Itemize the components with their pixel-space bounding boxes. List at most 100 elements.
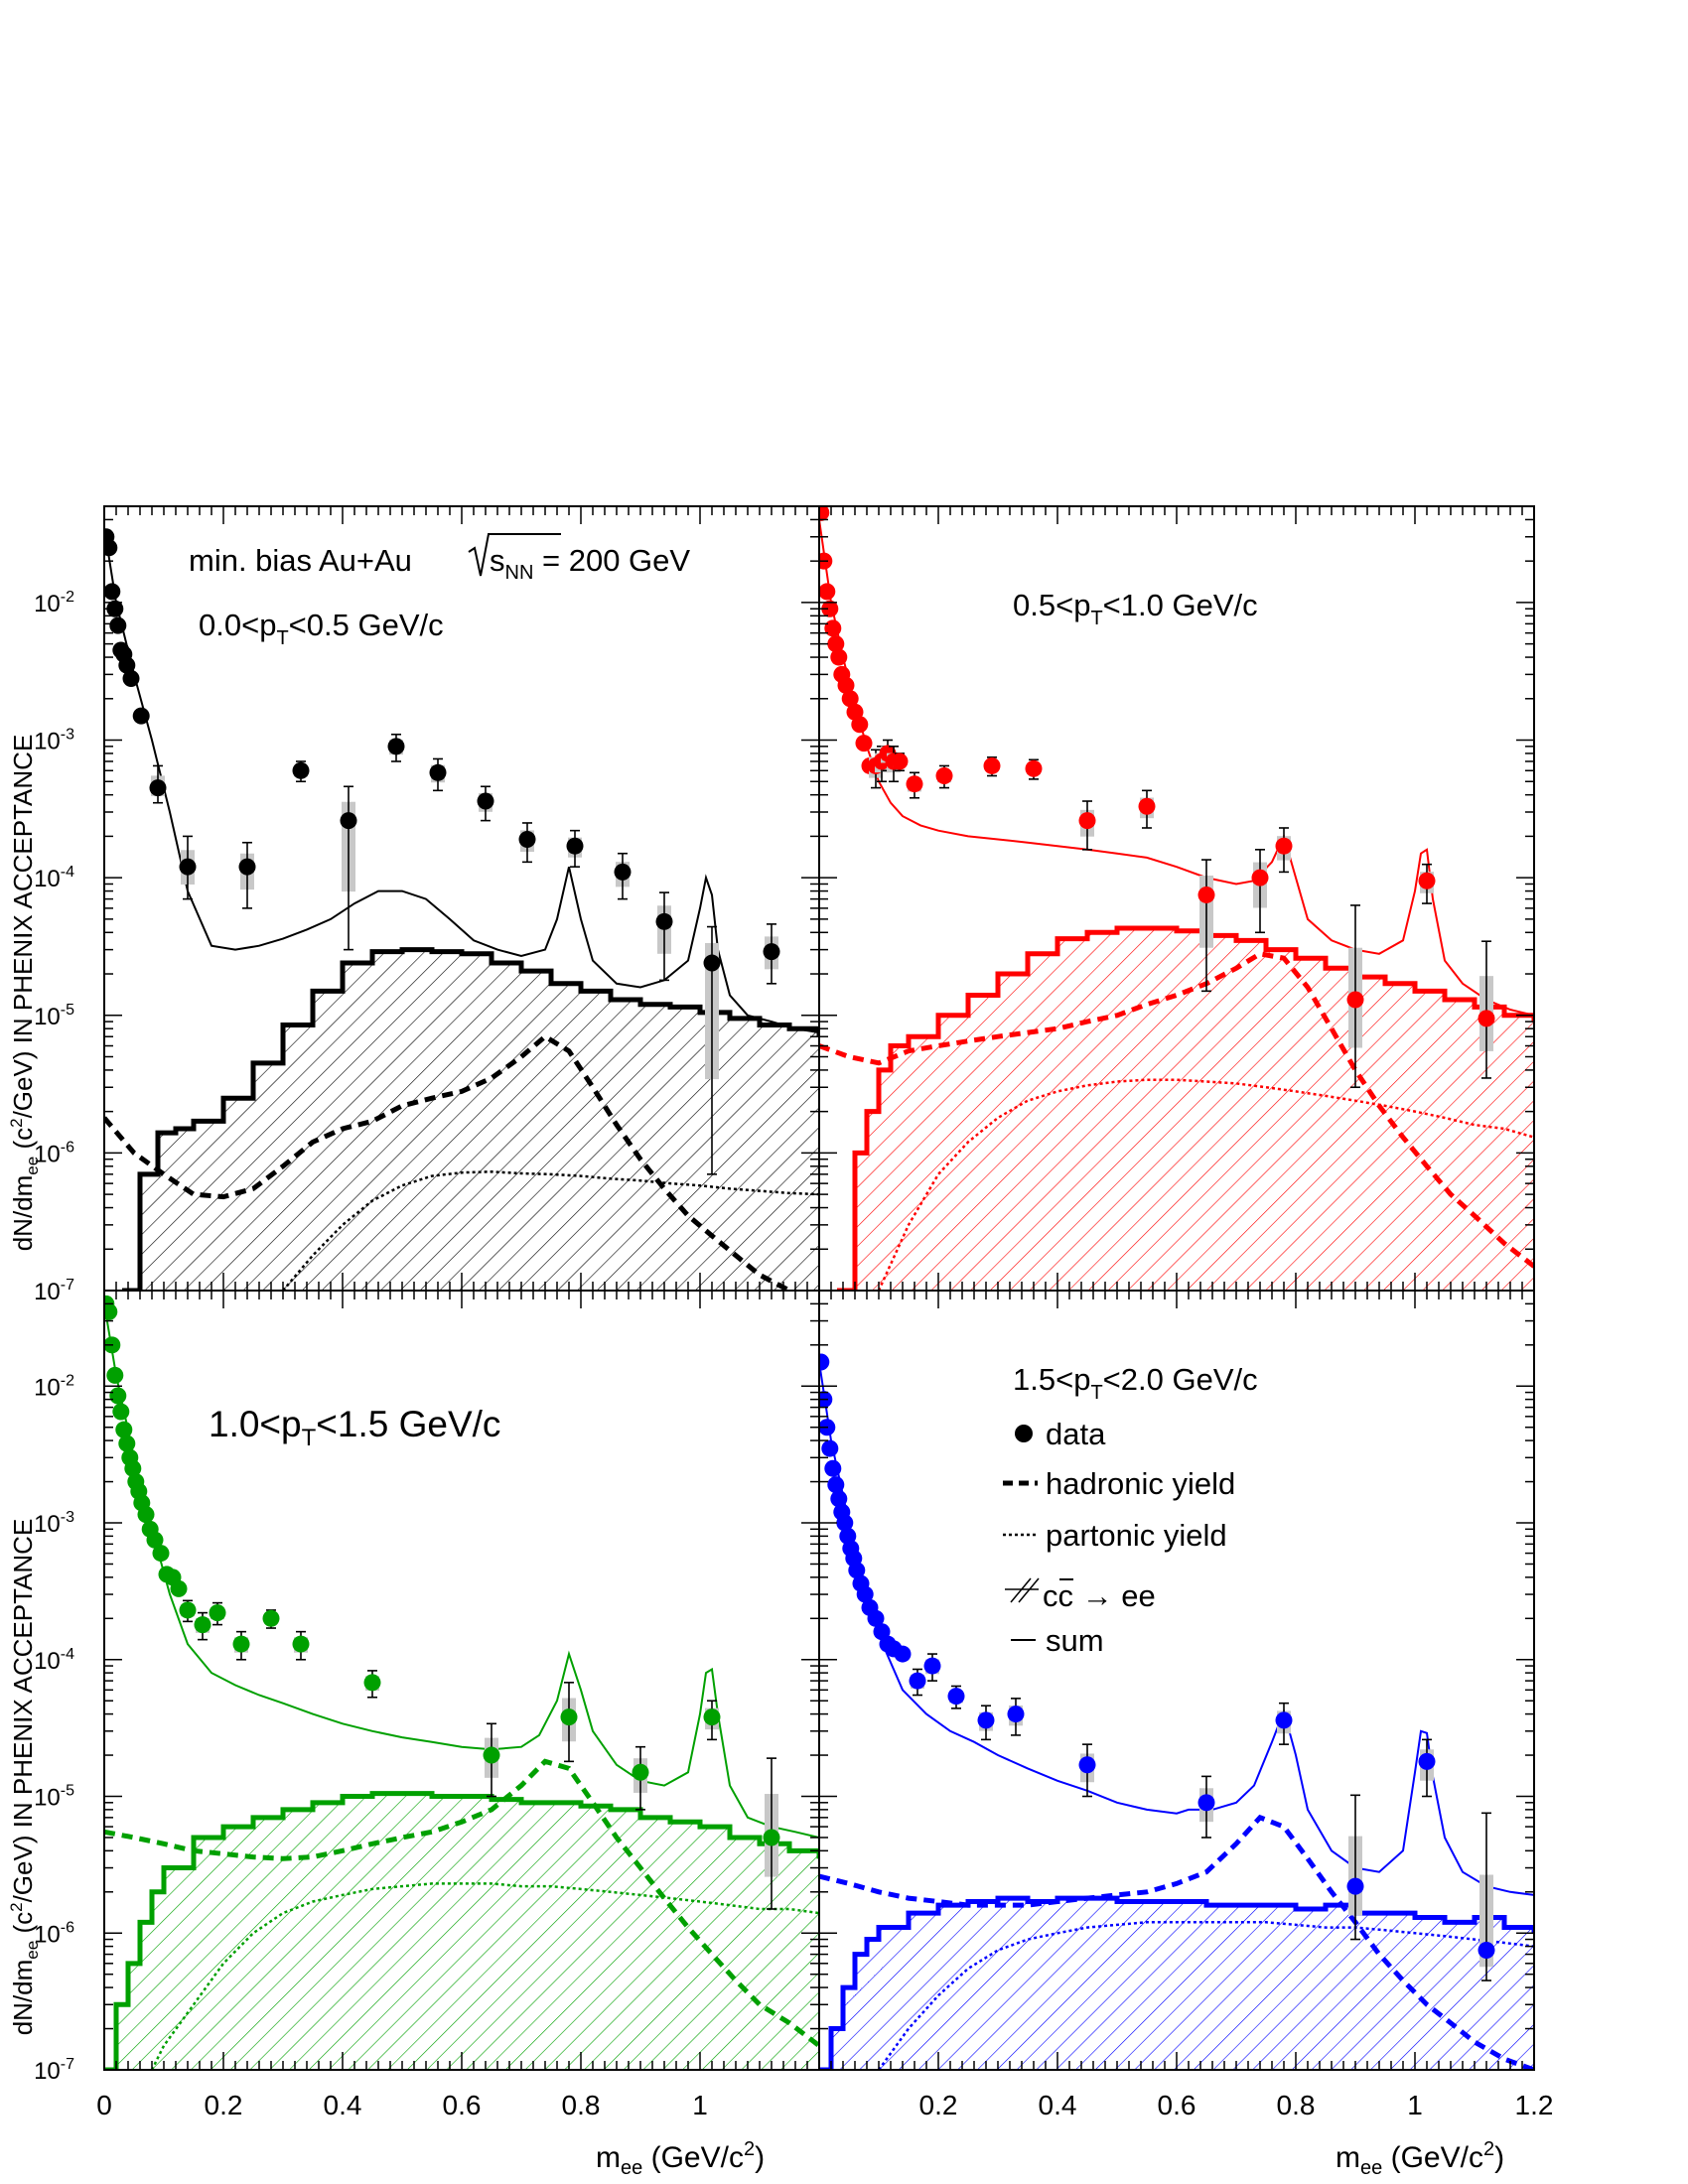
y-tick-label: 10-6	[34, 1919, 74, 1948]
data-point	[827, 635, 845, 653]
y-tick-base: 10	[34, 1374, 61, 1401]
data-point	[923, 1657, 941, 1675]
y-tick-base: 10	[34, 1004, 61, 1030]
y-tick-label: 10-3	[34, 1509, 74, 1538]
data-point	[340, 812, 357, 830]
legend: data hadronic yield partonic yield cc → …	[1003, 1417, 1235, 1658]
legend-charm-hatch1	[1010, 1577, 1032, 1603]
legend-item-charm: cc → ee	[1005, 1577, 1156, 1613]
x-tick-label: 1.2	[1515, 2090, 1554, 2120]
data-point	[1418, 872, 1436, 889]
data-point	[947, 1688, 965, 1706]
hadronic-line	[104, 1033, 791, 1291]
data-point	[115, 1421, 133, 1438]
hadronic-line	[104, 1758, 819, 2048]
pt-range-label: 0.0<pT<0.5 GeV/c	[199, 608, 444, 649]
hadronic-line	[819, 1814, 1534, 2070]
data-point	[1477, 1010, 1495, 1027]
data-point	[830, 1490, 848, 1508]
data-point	[703, 1708, 721, 1726]
partonic-line	[150, 1882, 819, 2070]
sqrt-symbol	[468, 533, 561, 577]
data-point	[1418, 1752, 1436, 1770]
legend-data-label: data	[1046, 1417, 1106, 1451]
x-tick-label: 0.4	[1039, 2090, 1077, 2120]
sum-line	[104, 1303, 819, 1839]
charm-fill	[122, 949, 819, 1291]
data-point	[763, 943, 780, 961]
data-point	[894, 1645, 912, 1663]
data-point	[977, 1711, 995, 1729]
data-point	[1138, 797, 1156, 815]
y-tick-label: 10-4	[34, 1646, 74, 1675]
data-point	[848, 1562, 866, 1579]
y-tick-base: 10	[34, 2058, 61, 2085]
pt-post: <2.0 GeV/c	[1103, 1362, 1258, 1397]
data-point	[109, 1387, 127, 1405]
y-tick-base: 10	[34, 1141, 61, 1167]
y-tick-base: 10	[34, 1921, 61, 1948]
data-point	[112, 1403, 130, 1421]
data-point	[632, 1763, 649, 1781]
panels: 10-710-610-510-410-310-20.0<pT<0.5 GeV/c…	[34, 505, 1554, 2120]
data-point	[1078, 812, 1096, 830]
energy-label: sNN = 200 GeV	[490, 543, 690, 584]
data-point	[837, 676, 855, 694]
legend-data-marker	[1015, 1425, 1033, 1442]
data-point	[824, 1459, 842, 1477]
data-point	[122, 670, 140, 688]
y-tick-exp: -6	[61, 1919, 74, 1936]
data-point	[824, 619, 842, 637]
y-tick-label: 10-6	[34, 1139, 74, 1167]
data-point	[104, 539, 118, 557]
panel-bottom-right: 1.5<pT<2.0 GeV/c	[818, 1290, 1535, 2071]
data-point	[262, 1609, 280, 1627]
y-tick-label: 10-5	[34, 1002, 74, 1030]
legend-item-data: data	[1015, 1417, 1106, 1451]
charm-line	[819, 1895, 1534, 2070]
data-point	[124, 1459, 142, 1477]
y-tick-exp: -3	[61, 727, 74, 744]
y-tick-base: 10	[34, 1785, 61, 1812]
data-point	[566, 837, 584, 855]
plot-area	[104, 527, 819, 1291]
pt-sub: T	[1090, 608, 1102, 629]
plot-area	[819, 506, 1534, 1291]
pt-sub: T	[276, 627, 288, 649]
pt-range-label: 1.5<pT<2.0 GeV/c	[1013, 1362, 1258, 1404]
sum-line	[819, 519, 1534, 1017]
collision-label: min. bias Au+Au	[189, 543, 412, 578]
data-point	[118, 1434, 136, 1452]
data-point	[763, 1829, 780, 1846]
data-point	[841, 690, 859, 708]
pt-pre: 1.5<p	[1013, 1362, 1090, 1397]
legend-sum-label: sum	[1046, 1623, 1104, 1658]
data-point	[560, 1708, 578, 1726]
y-tick-exp: -5	[61, 1002, 74, 1019]
legend-item-sum: sum	[1011, 1623, 1104, 1658]
charm-line	[837, 925, 1534, 1291]
y-tick-label: 10-3	[34, 727, 74, 755]
y-tick-base: 10	[34, 1648, 61, 1675]
y-tick-exp: -3	[61, 1509, 74, 1526]
y-tick-exp: -4	[61, 1646, 74, 1663]
partonic-line	[877, 1921, 1534, 2070]
data-point	[106, 1366, 124, 1384]
charm-line	[122, 947, 819, 1291]
pt-post: <1.0 GeV/c	[1103, 588, 1258, 622]
data-point	[819, 583, 836, 601]
data-point	[363, 1674, 381, 1692]
y-tick-label: 10-2	[34, 1372, 74, 1401]
pt-post: <1.5 GeV/c	[316, 1404, 500, 1444]
partonic-line	[877, 1078, 1534, 1291]
pt-range-label: 1.0<pT<1.5 GeV/c	[209, 1404, 500, 1451]
data-point	[152, 1545, 170, 1563]
x-tick-label: 0.2	[919, 2090, 958, 2120]
data-point	[851, 716, 869, 734]
data-point	[1275, 1711, 1293, 1729]
data-point	[132, 707, 150, 725]
data-point	[867, 1609, 885, 1627]
data-point	[194, 1616, 211, 1634]
data-point	[909, 1672, 926, 1690]
